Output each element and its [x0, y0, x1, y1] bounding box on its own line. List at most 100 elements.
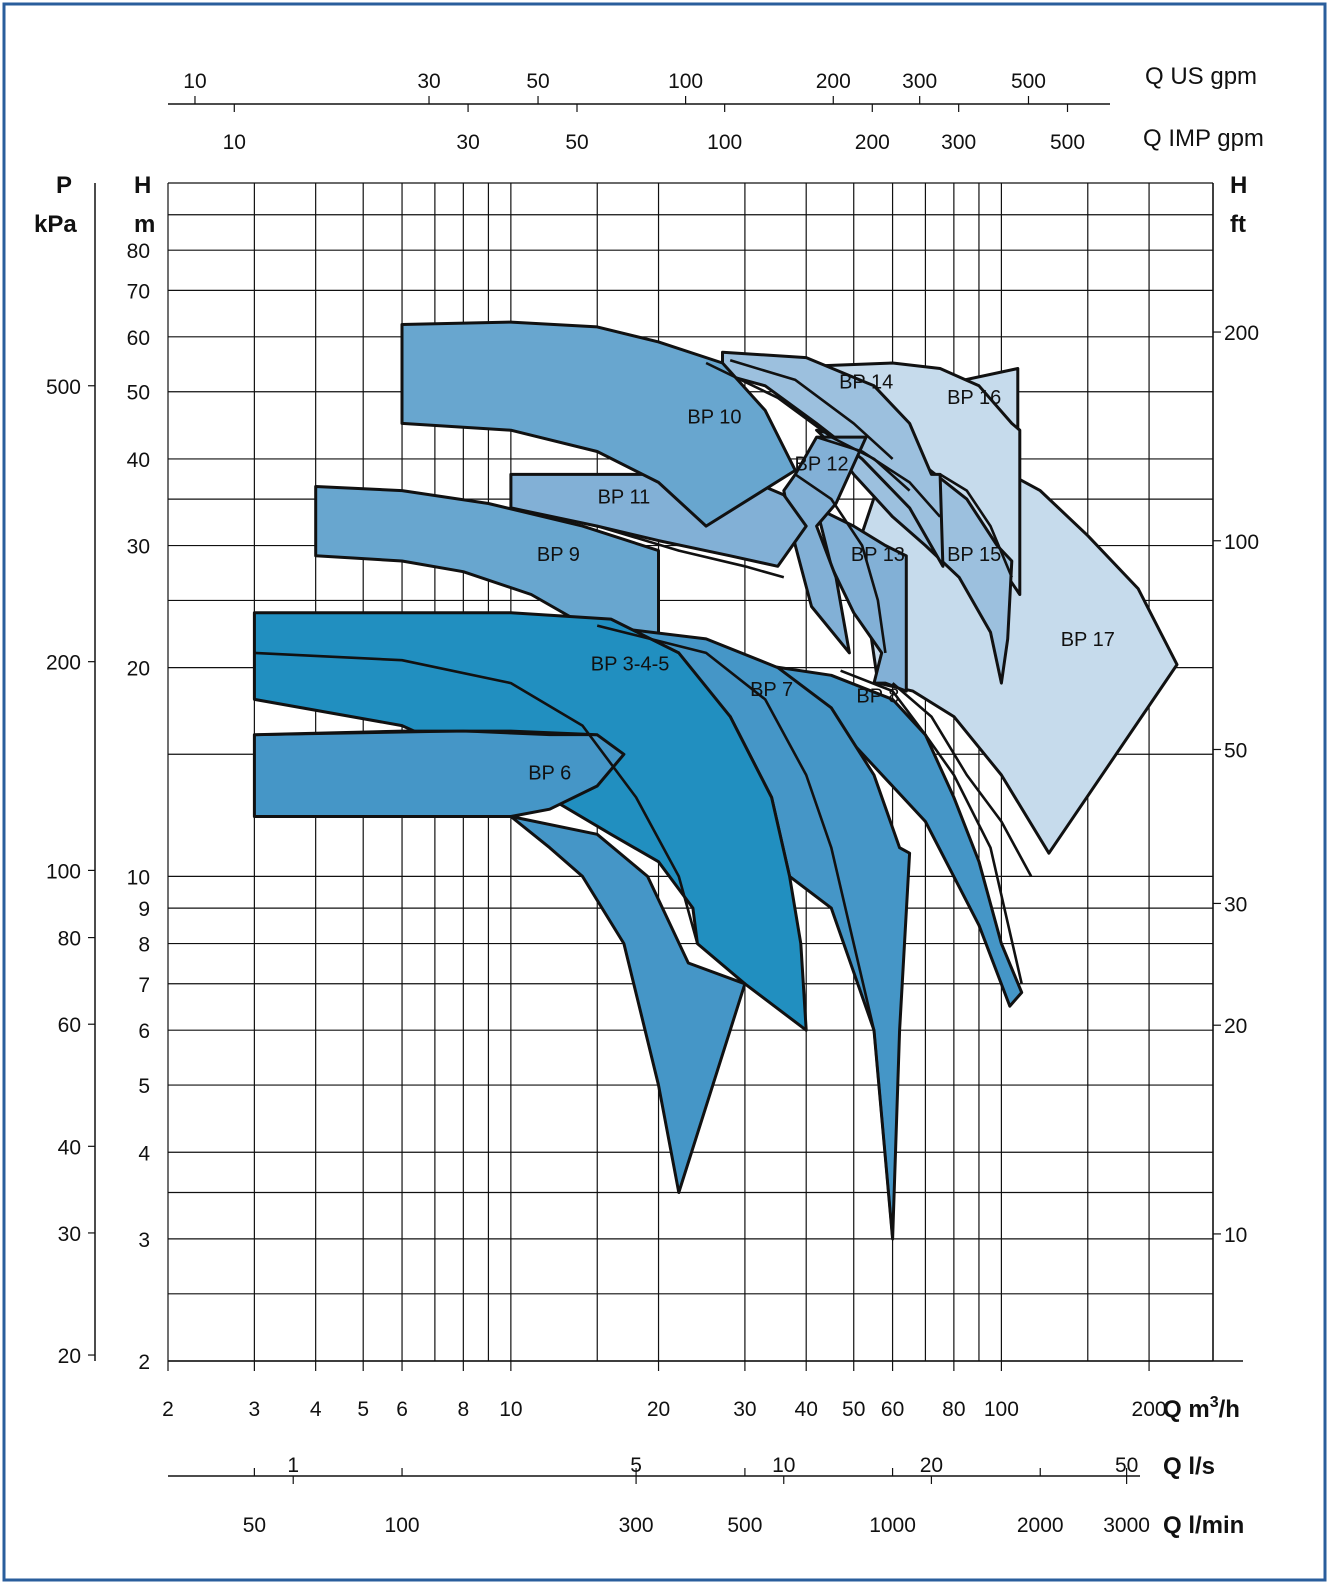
- series-label: BP 17: [1061, 629, 1115, 651]
- p-axis-label: P: [56, 172, 72, 199]
- us-gpm-tick-label: 10: [183, 70, 206, 93]
- h-m-tick-label: 5: [138, 1075, 150, 1098]
- m3h-tick-label: 30: [733, 1398, 756, 1421]
- h-m-tick-label: 40: [127, 449, 150, 472]
- series-label: BP 9: [537, 544, 580, 566]
- boundary-curve: [794, 473, 887, 654]
- h-m-tick-label: 60: [127, 327, 150, 350]
- kpa-tick-label: 60: [58, 1014, 81, 1037]
- lmin-tick-label: 50: [243, 1514, 266, 1537]
- ls-tick-label: 1: [287, 1454, 299, 1477]
- lmin-tick-label: 1000: [869, 1514, 916, 1537]
- q-lmin-axis-label: Q l/min: [1163, 1512, 1244, 1539]
- series-label: BP 3-4-5: [591, 654, 670, 676]
- kpa-tick-label: 100: [46, 860, 81, 883]
- series-label: BP 11: [598, 486, 651, 508]
- q-imp-gpm-axis-label: Q IMP gpm: [1143, 125, 1264, 152]
- imp-gpm-tick-label: 100: [707, 131, 742, 154]
- h-m-tick-label: 50: [127, 382, 150, 405]
- h-m-tick-label: 9: [138, 898, 150, 921]
- m3h-tick-label: 100: [984, 1398, 1019, 1421]
- ft-tick-label: 200: [1224, 322, 1259, 345]
- us-gpm-tick-label: 300: [902, 70, 937, 93]
- imp-gpm-tick-label: 10: [223, 131, 246, 154]
- boundary-curve: [596, 624, 894, 1240]
- boundary-curve: [891, 682, 1033, 878]
- series-label: BP 7: [750, 679, 793, 701]
- q-m3h-axis-label-tail: /h: [1219, 1396, 1240, 1423]
- h-m-axis-label: H: [134, 172, 151, 199]
- us-gpm-tick-label: 30: [417, 70, 440, 93]
- ft-axis-label: ft: [1230, 211, 1246, 238]
- m3h-tick-label: 5: [357, 1398, 369, 1421]
- boundary-curve: [254, 729, 598, 737]
- m3h-tick-label: 60: [881, 1398, 904, 1421]
- ft-tick-label: 30: [1224, 893, 1247, 916]
- h-m-tick-label: 30: [127, 536, 150, 559]
- kpa-tick-label: 80: [58, 928, 81, 951]
- kpa-tick-label: 40: [58, 1136, 81, 1159]
- boundary-curve: [939, 473, 1014, 578]
- imp-gpm-tick-label: 200: [855, 131, 890, 154]
- series-label: BP 6: [528, 762, 571, 784]
- boundary-curve: [596, 524, 785, 579]
- q-m3h-axis-label-head: Q m: [1163, 1396, 1210, 1423]
- q-m3h-axis-label-sup: 3: [1210, 1394, 1219, 1411]
- h-ft-axis-label: H: [1230, 172, 1247, 199]
- boundary-curve: [729, 359, 894, 460]
- m3h-tick-label: 200: [1132, 1398, 1167, 1421]
- m3h-tick-label: 4: [310, 1398, 322, 1421]
- axis-layer: Q US gpm Q IMP gpm P kPa H m H ft Q m3/h…: [34, 63, 1264, 1539]
- series-label: BP 8: [856, 686, 899, 708]
- series-label: BP 15: [947, 544, 1001, 566]
- h-m-tick-label: 2: [138, 1351, 150, 1374]
- series-label: BP 10: [687, 406, 741, 428]
- series-label: BP 14: [839, 372, 893, 394]
- lmin-tick-label: 3000: [1103, 1514, 1150, 1537]
- us-gpm-tick-label: 100: [668, 70, 703, 93]
- m3h-tick-label: 80: [942, 1398, 965, 1421]
- kpa-tick-label: 30: [58, 1223, 81, 1246]
- m3h-tick-label: 8: [457, 1398, 469, 1421]
- ls-tick-label: 20: [920, 1454, 943, 1477]
- boundary-curve: [254, 651, 699, 944]
- lmin-tick-label: 2000: [1017, 1514, 1064, 1537]
- q-m3h-axis-label: Q m3/h: [1163, 1394, 1240, 1423]
- h-m-tick-label: 6: [138, 1020, 150, 1043]
- ls-tick-label: 5: [630, 1454, 642, 1477]
- m3h-tick-label: 3: [249, 1398, 261, 1421]
- m3h-tick-label: 6: [396, 1398, 408, 1421]
- h-m-tick-label: 3: [138, 1229, 150, 1252]
- imp-gpm-tick-label: 30: [456, 131, 479, 154]
- kpa-tick-label: 20: [58, 1345, 81, 1368]
- ft-tick-label: 100: [1224, 531, 1259, 554]
- lmin-tick-label: 300: [619, 1514, 654, 1537]
- series-label-layer: BP 17 BP 16 BP 15 BP 14 BP 13 BP 12 BP 11 BP 10…: [528, 372, 1115, 785]
- curve-layer: [254, 359, 1033, 1240]
- h-m-tick-label: 20: [127, 658, 150, 681]
- h-m-tick-label: 10: [127, 866, 150, 889]
- series-label: BP 16: [947, 387, 1001, 409]
- h-m-tick-label: 80: [127, 240, 150, 263]
- us-gpm-tick-label: 50: [526, 70, 549, 93]
- lmin-tick-label: 500: [727, 1514, 762, 1537]
- imp-gpm-tick-label: 500: [1050, 131, 1085, 154]
- imp-gpm-tick-label: 300: [941, 131, 976, 154]
- h-m-tick-label: 70: [127, 280, 150, 303]
- series-area-bp-6-tail: [509, 815, 747, 1194]
- h-m-tick-label: 8: [138, 934, 150, 957]
- kpa-tick-label: 200: [46, 652, 81, 675]
- boundary-curve: [840, 669, 1023, 985]
- ft-tick-label: 50: [1224, 739, 1247, 762]
- kpa-tick-label: 500: [46, 376, 81, 399]
- boundary-curve: [705, 361, 911, 492]
- m3h-tick-label: 20: [647, 1398, 670, 1421]
- ls-tick-label: 10: [772, 1454, 795, 1477]
- m3h-tick-label: 40: [795, 1398, 818, 1421]
- lmin-tick-label: 100: [385, 1514, 420, 1537]
- us-gpm-tick-label: 500: [1011, 70, 1046, 93]
- ft-tick-label: 10: [1224, 1224, 1247, 1247]
- series-label: BP 13: [851, 544, 905, 566]
- series-area-bp-14: [721, 350, 945, 568]
